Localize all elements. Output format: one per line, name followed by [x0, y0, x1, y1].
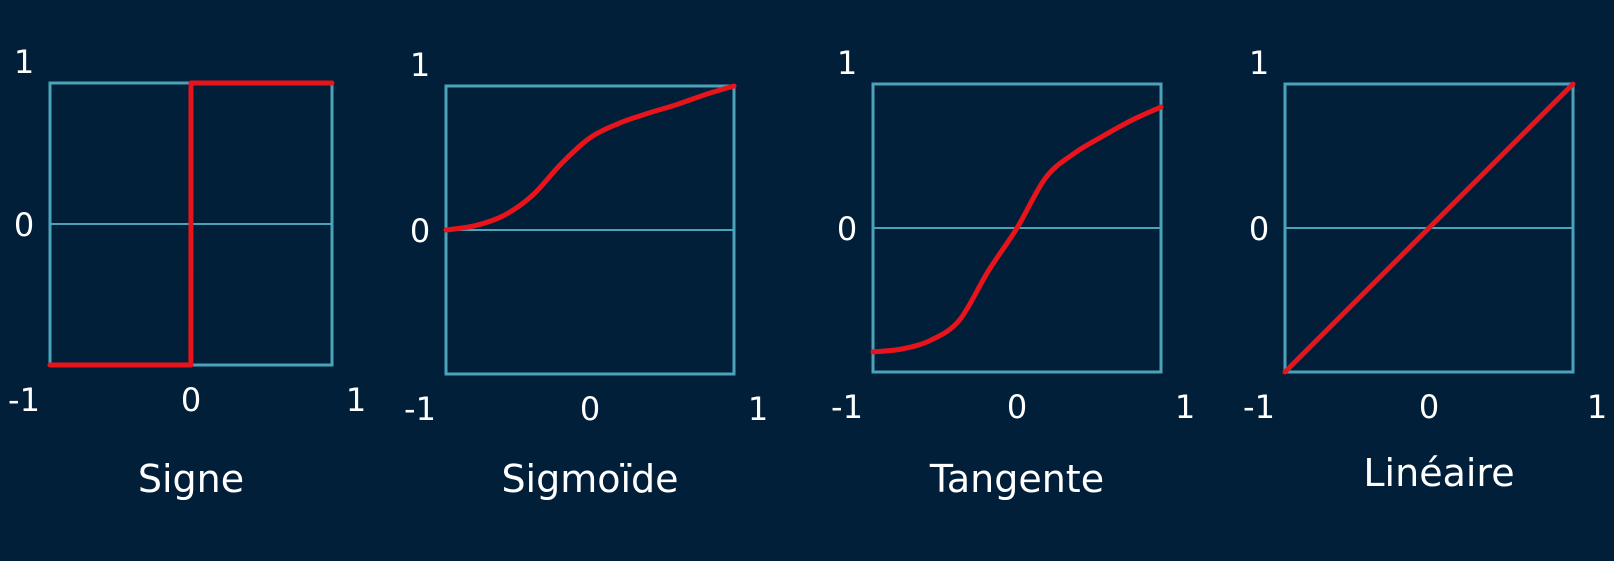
series-line	[443, 83, 737, 233]
x-tick-label: -1	[8, 381, 40, 419]
series-line	[1282, 81, 1576, 375]
x-tick-label: -1	[1243, 388, 1275, 426]
x-tick-label: 1	[748, 390, 768, 428]
x-tick-label: 1	[1175, 388, 1195, 426]
x-tick-label: 1	[1587, 388, 1607, 426]
chart-panel-2: 1 0 -1 0 1 Sigmoïde	[404, 46, 768, 501]
y-tick-label: 0	[14, 206, 34, 244]
y-tick-label: 0	[837, 210, 857, 248]
chart-panel-3: 1 0 -1 0 1 Tangente	[831, 44, 1195, 501]
chart-title: Linéaire	[1363, 451, 1514, 495]
series-line	[870, 104, 1164, 355]
x-tick-label: 0	[1007, 388, 1027, 426]
y-tick-label: 0	[1249, 210, 1269, 248]
y-tick-label: 1	[14, 43, 34, 81]
y-tick-label: 1	[837, 44, 857, 82]
chart-panel-1: 1 0 -1 0 1 Signe	[8, 43, 366, 501]
x-tick-label: -1	[831, 388, 863, 426]
x-tick-label: -1	[404, 390, 436, 428]
y-tick-label: 1	[1249, 44, 1269, 82]
x-tick-label: 1	[346, 381, 366, 419]
x-tick-label: 0	[181, 381, 201, 419]
chart-title: Tangente	[929, 457, 1104, 501]
series-line	[47, 80, 335, 368]
x-tick-label: 0	[580, 390, 600, 428]
chart-title: Sigmoïde	[501, 457, 678, 501]
y-tick-label: 0	[410, 212, 430, 250]
chart-panel-4: 1 0 -1 0 1 Linéaire	[1243, 44, 1607, 495]
chart-title: Signe	[138, 457, 244, 501]
x-tick-label: 0	[1419, 388, 1439, 426]
y-tick-label: 1	[410, 46, 430, 84]
